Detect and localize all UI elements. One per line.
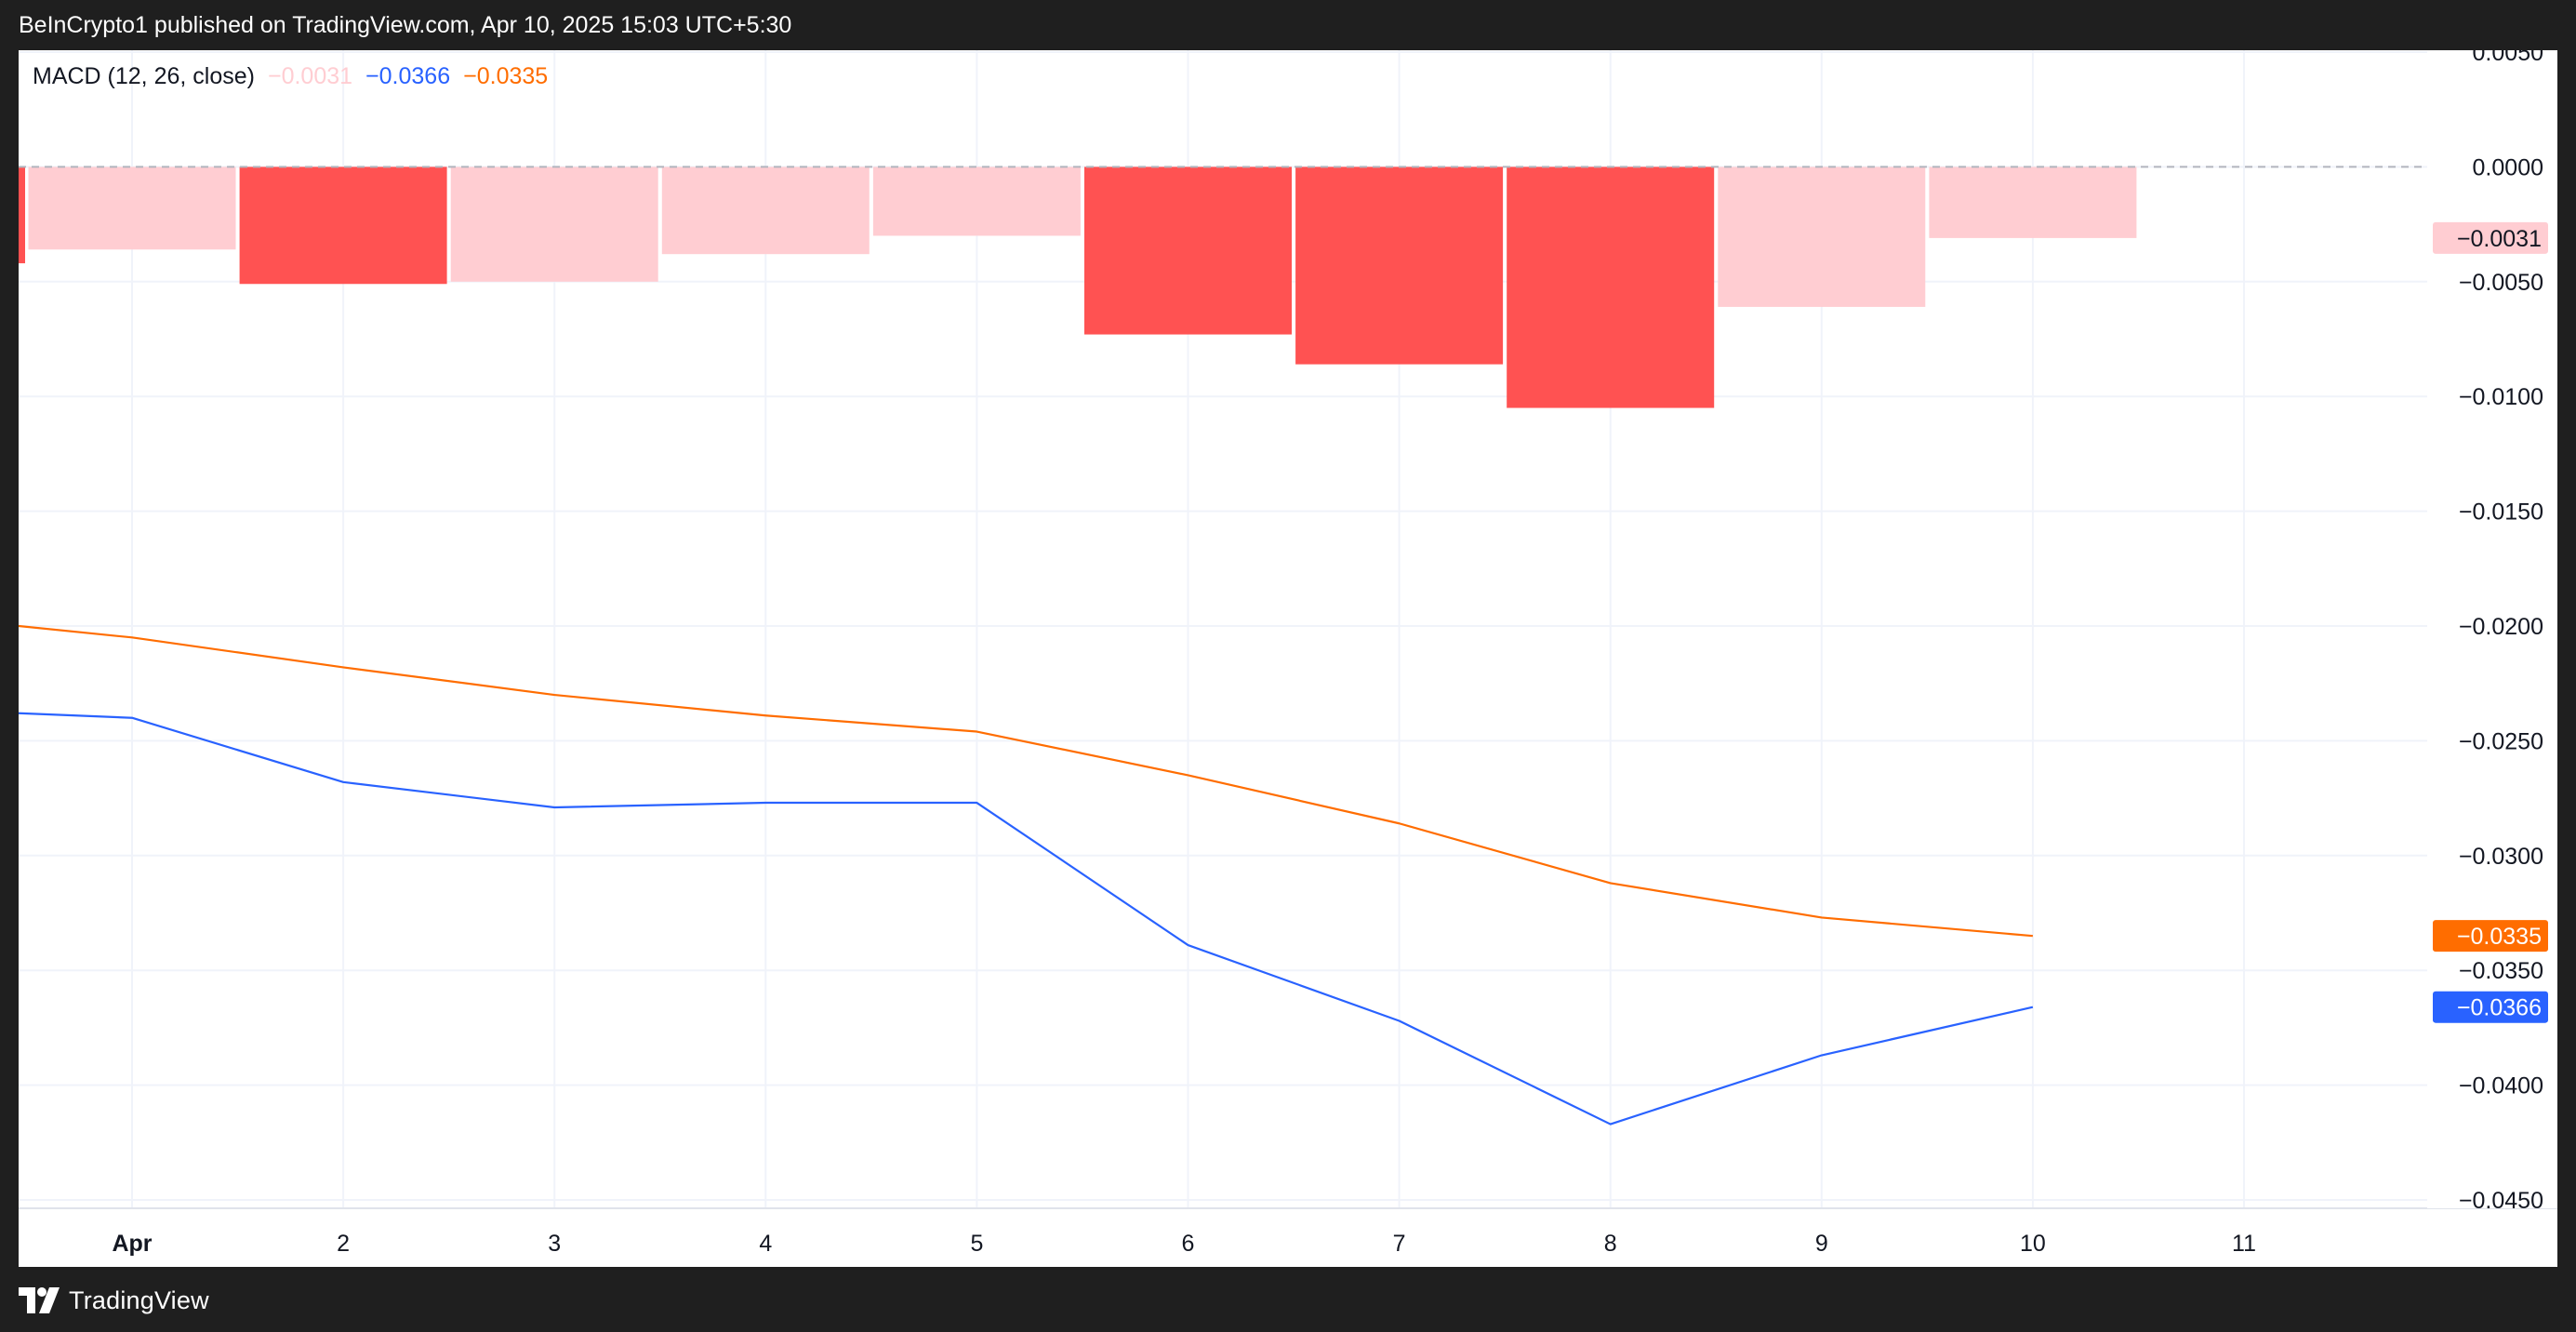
histogram-bar[interactable] — [1929, 166, 2137, 238]
price-label-badge — [2433, 221, 2548, 254]
histogram-bar[interactable] — [1718, 166, 1926, 307]
y-tick-label: 0.0050 — [2473, 50, 2543, 66]
price-label-text: −0.0366 — [2457, 995, 2542, 1021]
histogram-bar[interactable] — [661, 166, 870, 255]
x-tick-label: Apr — [112, 1231, 152, 1257]
x-tick-label: 9 — [1815, 1231, 1828, 1257]
histogram-bar[interactable] — [1084, 166, 1292, 335]
price-label-text: −0.0335 — [2457, 924, 2542, 950]
histogram-bar[interactable] — [239, 166, 447, 285]
y-tick-label: −0.0100 — [2459, 384, 2543, 410]
x-tick-label: 5 — [970, 1231, 983, 1257]
legend-macd-value: −0.0366 — [365, 63, 451, 89]
y-tick-label: −0.0200 — [2459, 614, 2543, 640]
y-tick-label: −0.0450 — [2459, 1188, 2543, 1214]
top-bar: BeInCrypto1 published on TradingView.com… — [0, 0, 2576, 50]
indicator-name: MACD (12, 26, close) — [33, 63, 255, 89]
y-tick-label: 0.0000 — [2473, 154, 2543, 180]
x-tick-label: 11 — [2232, 1231, 2256, 1257]
tradingview-logo[interactable]: TradingView — [19, 1284, 209, 1317]
published-caption: BeInCrypto1 published on TradingView.com… — [19, 12, 792, 38]
histogram-bar[interactable] — [1295, 166, 1504, 365]
x-tick-label: 10 — [2020, 1231, 2046, 1257]
histogram-bar[interactable] — [872, 166, 1081, 236]
x-tick-label: 4 — [759, 1231, 772, 1257]
price-label-text: −0.0031 — [2457, 226, 2542, 252]
chart-panel[interactable]: 0.0050 0.0000 −0.0050 −0.0100 −0.0150 −0.0200… — [19, 50, 2557, 1267]
macd-chart[interactable]: 0.0050 0.0000 −0.0050 −0.0100 −0.0150 −0.0200… — [19, 50, 2557, 1267]
x-tick-label: 2 — [337, 1231, 350, 1257]
brand-name: TradingView — [69, 1285, 209, 1314]
histogram-bar[interactable] — [28, 166, 236, 250]
x-tick-label: 6 — [1182, 1231, 1195, 1257]
x-tick-label: 7 — [1393, 1231, 1406, 1257]
x-tick-label: 3 — [548, 1231, 561, 1257]
y-tick-label: −0.0050 — [2459, 270, 2543, 296]
indicator-legend[interactable]: MACD (12, 26, close) −0.0031 −0.0366 −0.… — [33, 63, 548, 90]
histogram-bar[interactable] — [19, 166, 25, 264]
histogram-bar[interactable] — [450, 166, 658, 282]
tradingview-logo-icon — [19, 1287, 60, 1313]
y-tick-label: −0.0350 — [2459, 958, 2543, 984]
y-tick-label: −0.0300 — [2459, 844, 2543, 870]
y-tick-label: −0.0400 — [2459, 1073, 2543, 1099]
price-label-badge — [2433, 920, 2548, 952]
histogram-bar[interactable] — [1507, 166, 1715, 408]
y-tick-label: −0.0250 — [2459, 728, 2543, 754]
legend-histogram-value: −0.0031 — [267, 63, 353, 89]
signal-line[interactable] — [19, 624, 2033, 938]
price-label-badge — [2433, 991, 2548, 1023]
bottom-bar: TradingView — [0, 1267, 2576, 1332]
y-tick-label: −0.0150 — [2459, 500, 2543, 526]
legend-signal-value: −0.0335 — [463, 63, 549, 89]
macd-line[interactable] — [19, 712, 2034, 1126]
x-tick-label: 8 — [1604, 1231, 1617, 1257]
